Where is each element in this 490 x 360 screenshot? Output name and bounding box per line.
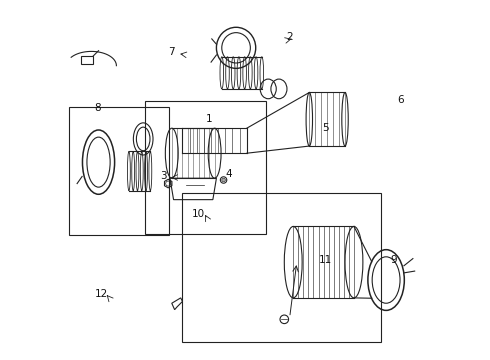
Text: 8: 8	[95, 103, 101, 113]
Text: 3: 3	[160, 171, 167, 181]
Bar	[69, 107, 169, 235]
Text: 12: 12	[95, 289, 108, 298]
Text: 6: 6	[397, 95, 404, 105]
Text: 2: 2	[286, 32, 293, 42]
Text: 5: 5	[322, 123, 329, 133]
Text: 7: 7	[169, 47, 175, 57]
Text: 1: 1	[206, 114, 213, 124]
Text: 9: 9	[390, 255, 396, 265]
Circle shape	[222, 178, 225, 182]
Text: 4: 4	[225, 169, 232, 179]
Bar	[145, 102, 267, 234]
Circle shape	[280, 315, 289, 324]
Bar	[81, 56, 93, 64]
Bar	[182, 193, 381, 342]
Text: 11: 11	[319, 255, 332, 265]
Text: 10: 10	[192, 209, 205, 219]
